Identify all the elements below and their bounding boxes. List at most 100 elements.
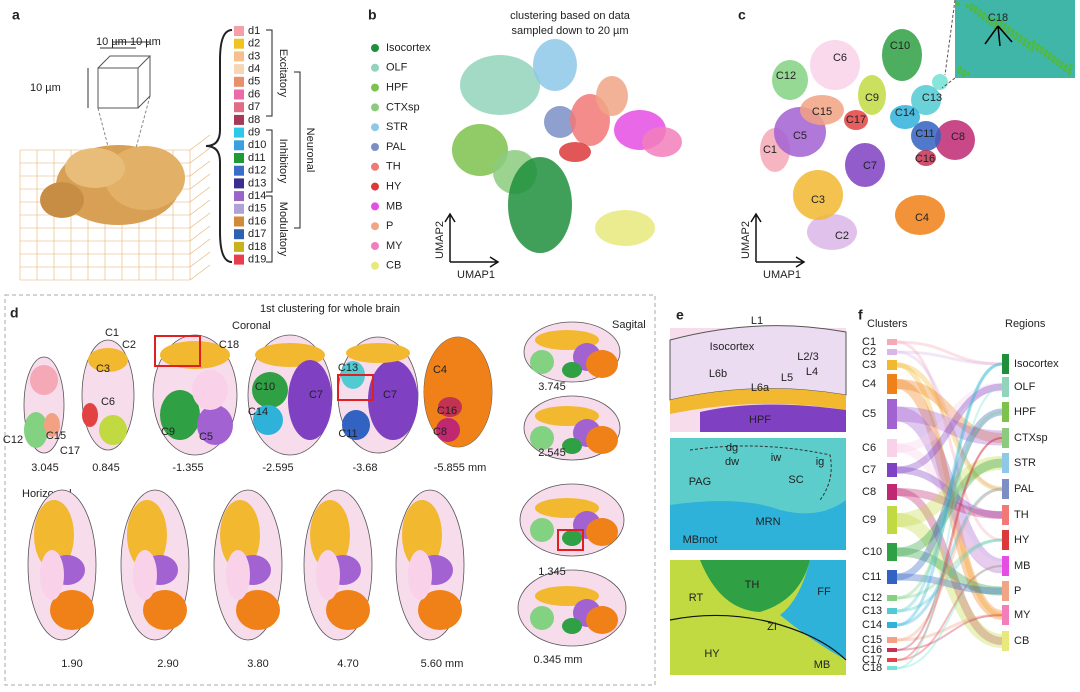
region-bar	[1002, 377, 1009, 397]
inset-dot	[1059, 65, 1063, 69]
panel-d-frame	[4, 294, 656, 686]
label: STR	[386, 121, 408, 133]
flow	[896, 565, 1003, 661]
label: C9	[865, 92, 879, 104]
cluster-region	[586, 606, 618, 634]
label: L5	[781, 372, 793, 384]
label: 10 µm	[30, 82, 61, 94]
region-bar	[1002, 631, 1009, 651]
inset-dot	[985, 19, 989, 23]
label: C7	[863, 160, 877, 172]
region-bar	[1002, 479, 1009, 499]
label: HPF	[386, 82, 408, 94]
highlight-box	[557, 529, 584, 551]
label: -5.855 mm	[434, 462, 487, 474]
inset-dot	[1003, 23, 1007, 27]
label: L6a	[751, 382, 770, 394]
cluster-region	[288, 360, 332, 440]
label: OLF	[386, 62, 408, 74]
inset-dot	[956, 2, 960, 6]
panel-label: a	[12, 7, 20, 23]
inset-dot	[1047, 56, 1051, 60]
cluster-bar	[887, 543, 897, 561]
inset-dot	[1006, 30, 1010, 34]
label: C18	[862, 662, 882, 674]
label: d16	[248, 215, 266, 227]
umap-cloud	[911, 85, 941, 115]
label: C16	[915, 153, 935, 165]
umap-cloud	[800, 95, 844, 125]
cluster-region	[197, 405, 233, 445]
label: C12	[776, 70, 796, 82]
cluster-bar	[887, 595, 897, 601]
label: C18	[988, 12, 1008, 24]
label: CB	[386, 260, 401, 272]
umap-cloud	[772, 60, 808, 100]
inset-dot	[1043, 53, 1047, 57]
umap-cloud	[642, 127, 682, 157]
cluster-region	[530, 350, 554, 374]
cluster-region	[253, 405, 283, 435]
label: C2	[122, 339, 136, 351]
region-bar	[1002, 581, 1009, 601]
inset-dot	[961, 73, 965, 77]
umap-cloud	[882, 29, 922, 81]
inset-guide	[941, 0, 956, 89]
label: C14	[895, 107, 915, 119]
label: C17	[60, 445, 80, 457]
label: MB	[1014, 560, 1031, 572]
panel-label: f	[858, 307, 863, 323]
flow	[896, 437, 1003, 661]
label: C16	[437, 405, 457, 417]
cluster-region	[24, 412, 48, 448]
cluster-bar	[887, 570, 897, 584]
umap-cloud	[595, 210, 655, 246]
label: 3.045	[31, 462, 59, 474]
label: TH	[386, 161, 401, 173]
flow	[896, 379, 1003, 443]
umap-cloud	[452, 124, 508, 176]
cluster-region	[160, 341, 230, 369]
label: C7	[383, 389, 397, 401]
region-bar	[1002, 530, 1009, 550]
cluster-bar	[887, 506, 897, 534]
region-bar	[1002, 605, 1009, 625]
label: d9	[248, 127, 260, 139]
cluster-region	[562, 530, 582, 546]
inset-dot	[1022, 42, 1026, 46]
label: PAL	[386, 141, 406, 153]
label: 0.845	[92, 462, 120, 474]
label: Sagital	[612, 319, 646, 331]
cluster-region	[316, 550, 340, 600]
label: 5.60 mm	[421, 658, 464, 670]
hpf	[700, 404, 846, 432]
cluster-region	[133, 550, 157, 600]
cluster-region	[220, 500, 260, 570]
inset-dot	[1056, 58, 1060, 62]
cluster-region	[99, 415, 127, 445]
label: L1	[751, 315, 763, 327]
label: C11	[915, 128, 934, 140]
flow	[896, 573, 1003, 595]
grid-line	[189, 264, 211, 281]
label: d8	[248, 114, 260, 126]
panel-label: c	[738, 7, 746, 23]
flow	[896, 488, 1003, 519]
label: C4	[915, 212, 929, 224]
legend-swatch	[234, 140, 244, 151]
label: Excitatory	[277, 49, 289, 98]
panel-label: e	[676, 307, 684, 323]
flow	[896, 410, 1003, 600]
bracket	[266, 29, 273, 117]
cluster-region	[192, 370, 228, 410]
label: C4	[433, 364, 447, 376]
label: iw	[771, 452, 781, 464]
label: d1	[248, 25, 260, 37]
legend-dot	[371, 83, 379, 92]
legend-swatch	[234, 51, 244, 62]
inset-dot	[1018, 39, 1022, 43]
flow	[896, 456, 1003, 527]
cluster-region	[562, 618, 582, 634]
inset-dot	[1044, 49, 1048, 53]
